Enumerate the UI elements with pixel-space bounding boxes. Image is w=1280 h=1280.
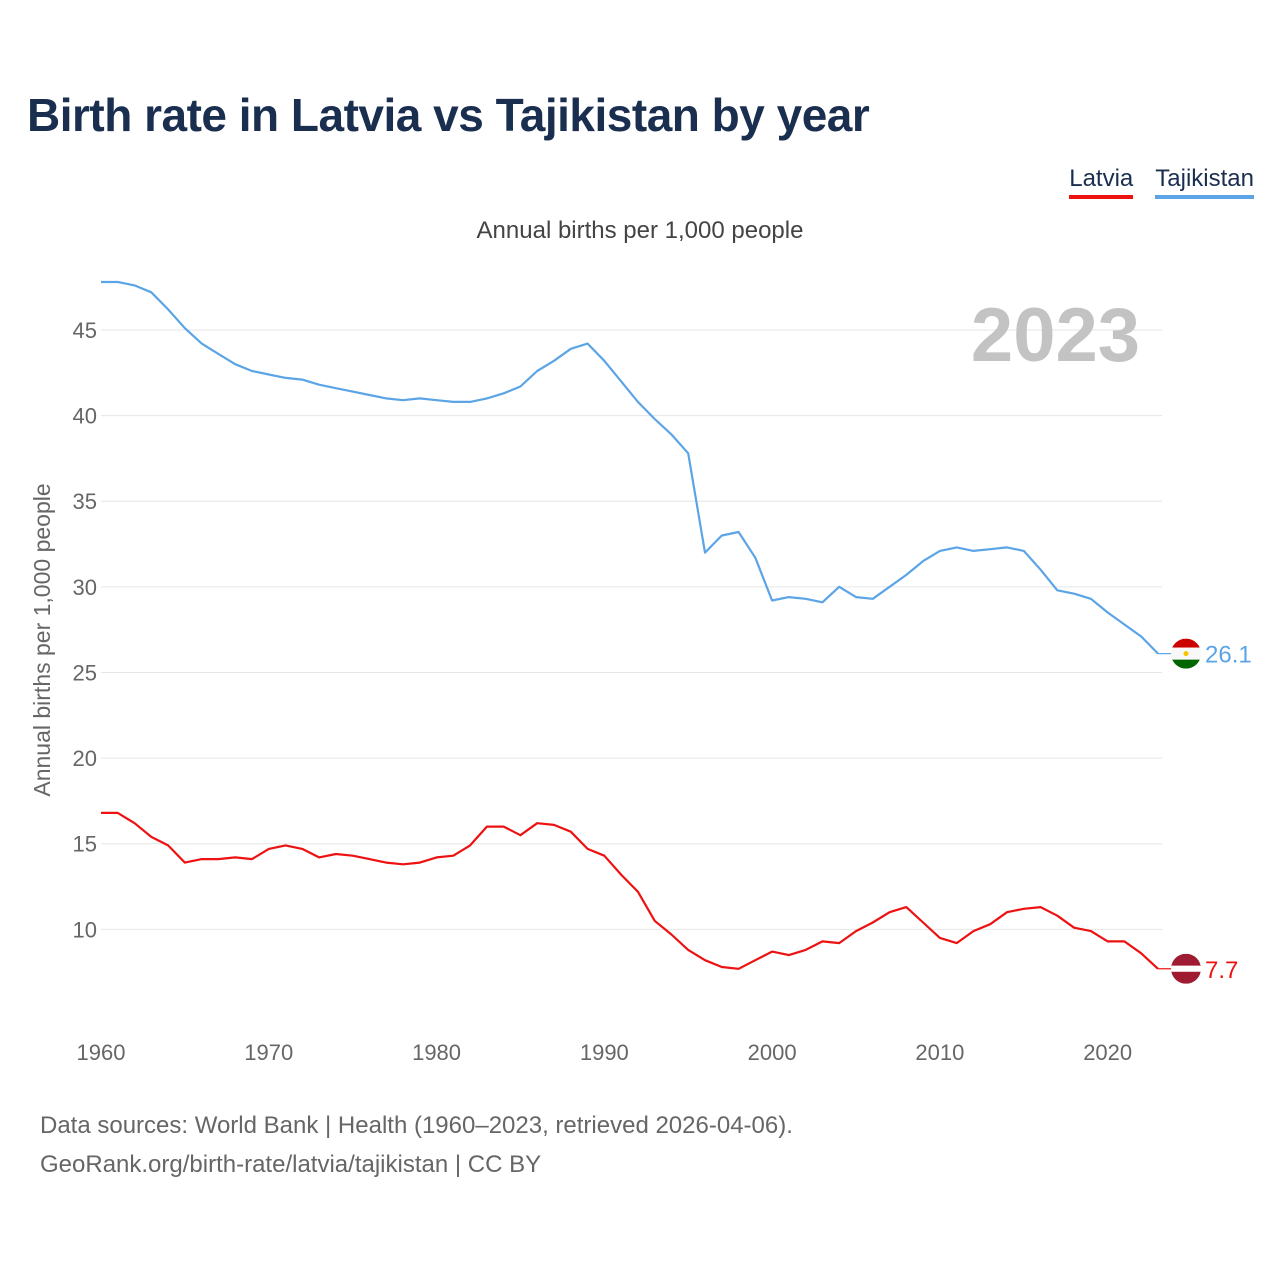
y-tick-label: 30 [73,575,97,600]
end-value-label-latvia: 7.7 [1205,957,1238,984]
x-tick-label: 2000 [748,1040,797,1065]
x-tick-label: 1960 [77,1040,126,1065]
chart-subtitle: Annual births per 1,000 people [476,217,804,244]
x-tick-label: 2010 [915,1040,964,1065]
y-tick-label: 25 [73,660,97,685]
x-tick-label: 2020 [1083,1040,1132,1065]
series-line-tajikistan [101,280,1159,655]
y-tick-label: 40 [73,404,97,429]
tajikistan-flag-icon [1171,638,1201,669]
y-tick-label: 35 [73,489,97,514]
y-tick-label: 20 [73,746,97,771]
chart-title: Birth rate in Latvia vs Tajikistan by ye… [27,89,870,141]
footer-url[interactable]: GeoRank.org/birth-rate/latvia/tajikistan… [40,1151,542,1178]
y-tick-label: 15 [73,832,97,857]
footer: Data sources: World Bank | Health (1960–… [40,1106,793,1184]
y-tick-label: 10 [73,917,97,942]
x-tick-label: 1980 [412,1040,461,1065]
footer-sources: Data sources: World Bank | Health (1960–… [40,1112,793,1139]
legend-item-tajikistan[interactable]: Tajikistan [1155,165,1254,199]
end-value-label-tajikistan: 26.1 [1205,642,1252,669]
legend-item-latvia[interactable]: Latvia [1069,165,1134,199]
x-tick-label: 1970 [244,1040,293,1065]
y-tick-label: 45 [73,318,97,343]
series-line-latvia [101,811,1159,970]
legend: Latvia Tajikistan [1069,165,1254,199]
year-label: 2023 [971,293,1140,378]
latvia-flag-icon [1171,953,1201,984]
y-axis-label: Annual births per 1,000 people [29,483,55,796]
x-tick-label: 1990 [580,1040,629,1065]
